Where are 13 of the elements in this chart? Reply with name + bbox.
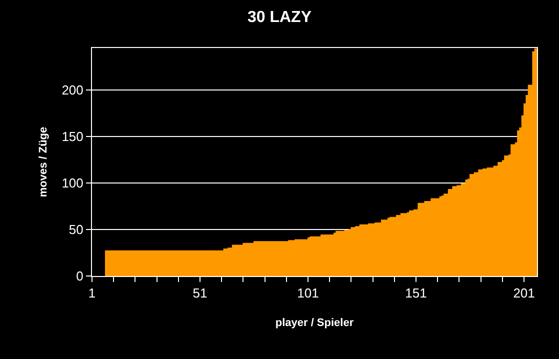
- y-tick-label: 150: [62, 128, 84, 144]
- x-tick-label: 151: [405, 286, 427, 301]
- x-tick-label: 101: [297, 286, 319, 301]
- chart-title: 30 LAZY: [247, 8, 312, 26]
- y-tick-label: 0: [76, 268, 84, 284]
- x-tick-label: 51: [192, 286, 208, 301]
- x-tick-label: 1: [88, 286, 96, 301]
- y-axis-title: moves / Züge: [37, 126, 50, 198]
- y-tick-label: 200: [62, 82, 84, 98]
- x-axis-title: player / Spieler: [275, 316, 354, 329]
- y-tick-label: 100: [62, 175, 84, 190]
- y-tick-label: 50: [68, 222, 84, 238]
- x-tick-label: 201: [513, 286, 535, 301]
